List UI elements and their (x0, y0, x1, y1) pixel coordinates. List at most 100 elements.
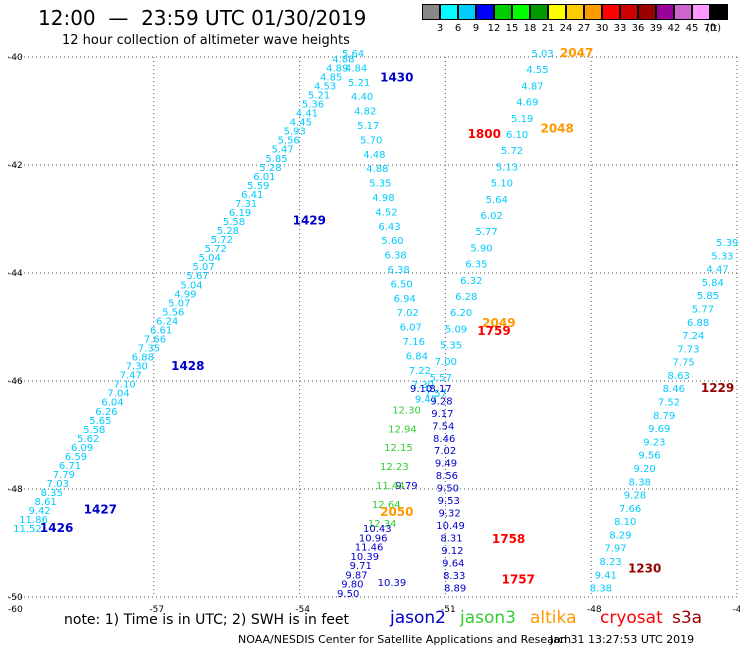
color-scale-swatch (638, 4, 656, 20)
swh-value: 5.72 (205, 244, 227, 255)
swh-value: 7.24 (682, 331, 704, 342)
color-scale-swatch (584, 4, 602, 20)
swh-value: 7.79 (53, 470, 75, 481)
swh-value: 6.59 (65, 452, 87, 463)
color-scale-label: 36 (631, 23, 645, 34)
color-scale-label: 21 (541, 23, 555, 34)
swh-value: 5.36 (302, 100, 324, 111)
lat-tick-label: -44 (8, 269, 23, 279)
lat-tick-label: -46 (8, 377, 23, 387)
swh-value: 6.09 (71, 443, 93, 454)
swh-value: 7.02 (434, 446, 456, 457)
lat-tick-label: -48 (8, 485, 23, 495)
swh-value: 5.64 (486, 195, 508, 206)
color-scale-swatch (458, 4, 476, 20)
swh-value: 8.29 (609, 530, 631, 541)
corner-tick-label: -60 (8, 605, 23, 615)
swh-value: 5.60 (381, 236, 403, 247)
swh-value: 8.35 (41, 488, 63, 499)
swh-value: 8.89 (444, 584, 466, 595)
pass-label: 2047 (560, 46, 593, 60)
swh-value: 9.69 (648, 424, 670, 435)
legend-entry: jason3 (460, 608, 516, 628)
swh-value: 6.41 (241, 190, 263, 201)
swh-value: 9.64 (442, 559, 464, 570)
swh-value: 10.49 (436, 521, 465, 532)
pass-label: 1229 (701, 381, 734, 395)
swh-value: 5.21 (308, 91, 330, 102)
lat-tick-label: -40 (8, 53, 23, 63)
color-scale-swatch (602, 4, 620, 20)
color-scale-label: 6 (454, 23, 462, 34)
color-scale-swatch (476, 4, 494, 20)
color-scale-label: 18 (523, 23, 537, 34)
swh-value: 9.49 (435, 459, 457, 470)
pass-label: 1430 (380, 70, 413, 84)
footer-note: note: 1) Time is in UTC; 2) SWH is in fe… (64, 612, 350, 628)
swh-value: 9.17 (431, 409, 453, 420)
color-scale-swatch (440, 4, 458, 20)
swh-value: 7.10 (114, 380, 136, 391)
color-scale-label: 15 (505, 23, 519, 34)
swh-value: 4.87 (521, 81, 543, 92)
swh-value: 9.80 (341, 580, 363, 591)
swh-value: 8.63 (668, 371, 690, 382)
swh-value: 7.00 (435, 357, 457, 368)
color-scale-label: 39 (649, 23, 663, 34)
color-scale-swatch (692, 4, 710, 20)
swh-value: 5.57 (430, 373, 452, 384)
swh-value: 9.12 (441, 546, 463, 557)
swh-value: 4.89 (326, 63, 348, 74)
swh-value: 4.88 (332, 54, 354, 65)
swh-value: 5.84 (702, 278, 724, 289)
swh-value: 7.66 (144, 334, 166, 345)
swh-value: 6.71 (59, 461, 81, 472)
swh-value: 9.47 (415, 395, 437, 406)
swh-value: 7.03 (47, 479, 69, 490)
map-subtitle: 12 hour collection of altimeter wave hei… (62, 33, 350, 48)
swh-value: 7.35 (138, 344, 160, 355)
swh-value: 10.43 (363, 524, 392, 535)
swh-value: 5.21 (348, 78, 370, 89)
swh-value: 4.53 (314, 82, 336, 93)
swh-value: 5.09 (445, 324, 467, 335)
swh-value: 7.52 (658, 398, 680, 409)
pass-label: 1426 (40, 521, 73, 535)
swh-value: 5.67 (186, 271, 208, 282)
swh-value: 9.79 (395, 481, 417, 492)
swh-value: 6.04 (101, 398, 123, 409)
swh-value: 5.33 (711, 251, 733, 262)
credit-text: NOAA/NESDIS Center for Satellite Applica… (238, 633, 572, 646)
swh-value: 9.10 (410, 384, 432, 395)
swh-value: 5.04 (199, 253, 221, 264)
swh-value: 12.15 (384, 443, 413, 454)
swh-value: 4.98 (372, 193, 394, 204)
swh-value: 5.10 (491, 179, 513, 190)
color-scale-label: 70 (703, 23, 717, 34)
color-scale-swatch (674, 4, 692, 20)
swh-value: 6.20 (450, 308, 472, 319)
swh-value: 5.58 (223, 217, 245, 228)
swh-value: 5.58 (83, 425, 105, 436)
swh-value: 4.45 (290, 118, 312, 129)
lat-tick-label: -42 (8, 161, 23, 171)
lon-tick-label: -57 (149, 605, 164, 615)
color-scale-label: 3 (436, 23, 444, 34)
swh-value: 5.28 (259, 163, 281, 174)
swh-value: 5.35 (369, 179, 391, 190)
pass-label: 1429 (293, 213, 326, 227)
swh-value: 4.84 (345, 63, 367, 74)
legend-entry: altika (530, 608, 577, 628)
color-scale-swatch (620, 4, 638, 20)
swh-value: 6.01 (253, 172, 275, 183)
swh-value: 8.61 (35, 497, 57, 508)
pass-label: 2048 (540, 122, 573, 136)
swh-value: 5.28 (217, 226, 239, 237)
color-scale-label: 33 (613, 23, 627, 34)
color-scale-label: 45 (685, 23, 699, 34)
swh-value: 4.41 (296, 109, 318, 120)
swh-value: 9.53 (438, 496, 460, 507)
swh-value: 9.20 (634, 464, 656, 475)
swh-value: 6.43 (378, 222, 400, 233)
